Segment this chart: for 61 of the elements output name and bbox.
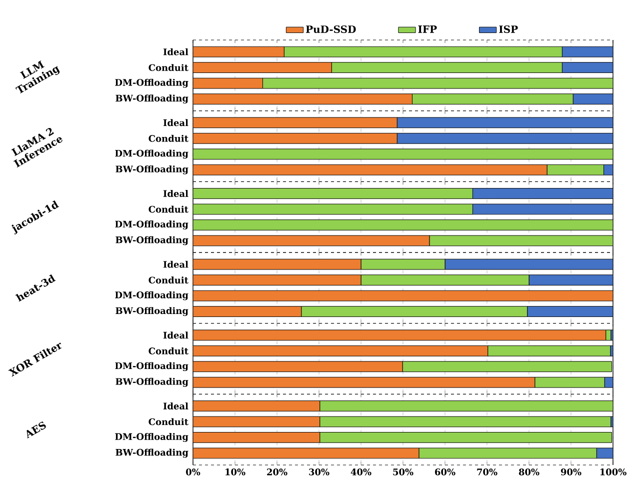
y-tick-label: BW-Offloading [116,378,188,387]
x-tick-label: 40% [350,468,372,476]
y-tick-label: Conduit [148,64,188,72]
legend-label: IFP [418,26,437,33]
x-tick-label: 80% [518,468,540,476]
y-tick-label: Ideal [163,402,188,410]
y-tick-label: BW-Offloading [116,94,188,104]
x-tick-label: 10% [226,468,246,476]
bar [412,94,574,104]
y-tick-label: DM-Offloading [115,78,188,88]
bar [193,306,302,317]
bar [193,78,263,89]
y-tick-label: Ideal [163,119,188,126]
legend-label: PuD-SSD [306,25,356,34]
x-tick-label: 100% [600,468,626,476]
y-tick-label: Ideal [163,260,188,268]
bar [396,132,613,144]
y-tick-label: Conduit [148,347,188,354]
x-tick-label: 70% [477,468,498,476]
bar [262,78,613,89]
x-tick-label: 0% [186,468,200,476]
y-tick-label: Conduit [148,206,188,213]
x-tick-label: 60% [435,468,456,476]
bar [396,117,613,128]
bar [193,117,398,128]
bar [572,94,613,104]
x-tick-label: 90% [560,468,582,476]
x-tick-label: 50% [393,468,414,476]
bar [193,258,362,270]
bar [528,274,613,286]
legend-label: ISP [499,25,518,34]
bar [562,62,613,73]
x-tick-label: 20% [267,468,288,476]
y-tick-label: Conduit [148,276,188,284]
y-tick-label: DM-Offloading [115,433,188,442]
x-tick-label: 30% [309,468,330,476]
y-tick-label: Ideal [163,332,188,339]
y-tick-label: Conduit [148,134,188,142]
bar [562,46,613,58]
bar [193,46,284,58]
bar [193,164,548,176]
bar [284,46,562,58]
bar [444,258,613,270]
bar [193,94,412,104]
y-tick-label: DM-Offloading [115,362,188,372]
bar [193,290,613,302]
bar [331,62,562,73]
y-tick-label: BW-Offloading [116,236,188,246]
y-tick-label: DM-Offloading [115,220,188,230]
y-tick-label: Ideal [163,190,188,197]
y-tick-label: BW-Offloading [116,307,188,316]
y-tick-label: Ideal [163,48,188,56]
y-tick-label: BW-Offloading [116,165,188,174]
bar [193,132,398,144]
y-tick-label: DM-Offloading [115,150,188,159]
y-tick-label: Conduit [148,418,188,426]
y-tick-label: BW-Offloading [116,448,188,458]
bar [527,306,613,317]
bar [193,274,362,286]
bar [193,62,332,73]
y-tick-label: DM-Offloading [115,291,188,300]
